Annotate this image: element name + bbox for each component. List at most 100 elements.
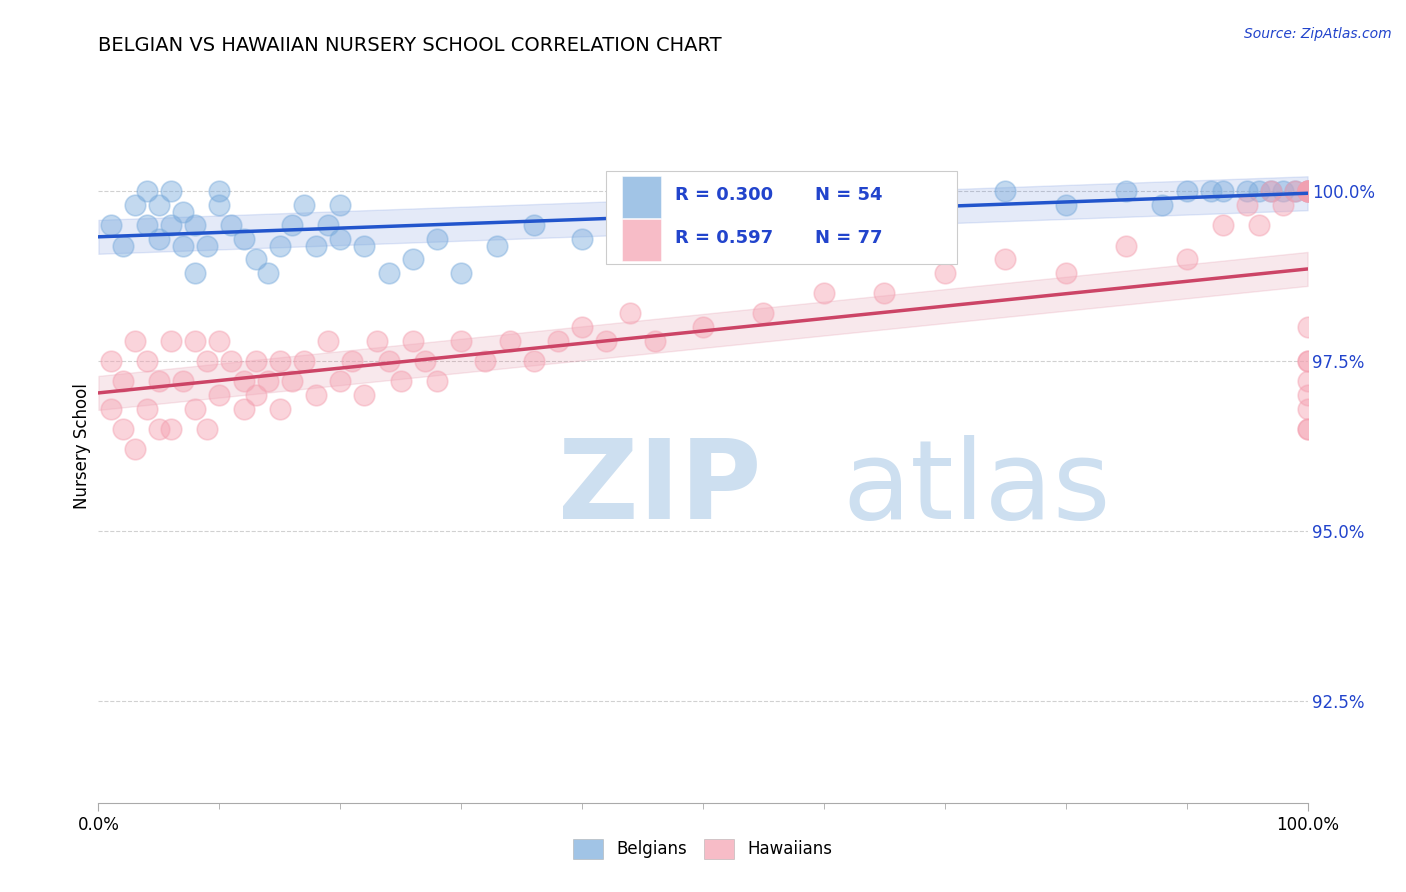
Text: R = 0.597: R = 0.597 [675,229,773,247]
Point [1296,184,1319,198]
Point [1212,184,1234,198]
Point [281,218,304,232]
Text: BELGIAN VS HAWAIIAN NURSERY SCHOOL CORRELATION CHART: BELGIAN VS HAWAIIAN NURSERY SCHOOL CORRE… [98,36,723,54]
Point [292,198,315,212]
Point [1272,198,1295,212]
Point [245,354,267,368]
Point [292,354,315,368]
Point [523,354,546,368]
Point [135,218,157,232]
Point [1236,198,1258,212]
Point [377,354,399,368]
Point [135,184,157,198]
Point [111,422,134,436]
Point [353,238,375,252]
Point [1115,184,1137,198]
Point [160,334,183,348]
Point [124,442,146,457]
Point [692,198,714,212]
Point [1296,354,1319,368]
Point [1296,401,1319,416]
Point [873,286,896,301]
Point [342,354,364,368]
Point [135,401,157,416]
Point [353,388,375,402]
Point [1296,184,1319,198]
Y-axis label: Nursery School: Nursery School [73,383,91,509]
Text: Source: ZipAtlas.com: Source: ZipAtlas.com [1244,27,1392,41]
Point [1284,184,1306,198]
Point [184,266,207,280]
Point [1296,184,1319,198]
Point [172,204,194,219]
Point [221,354,243,368]
Point [1249,218,1271,232]
Point [160,422,183,436]
Point [329,375,352,389]
Point [1296,184,1319,198]
Point [571,232,593,246]
Point [366,334,388,348]
Point [1054,266,1077,280]
Point [474,354,496,368]
Point [195,422,218,436]
Point [148,232,170,246]
Legend: Belgians, Hawaiians: Belgians, Hawaiians [567,832,839,866]
Point [1249,184,1271,198]
Point [1212,218,1234,232]
Point [184,401,207,416]
Point [813,198,835,212]
Text: N = 77: N = 77 [815,229,883,247]
Point [148,198,170,212]
Point [184,218,207,232]
Point [124,198,146,212]
Point [934,198,956,212]
Point [245,388,267,402]
Point [1260,184,1282,198]
Point [1284,184,1306,198]
Point [172,238,194,252]
Point [377,266,399,280]
Point [124,334,146,348]
Point [305,238,328,252]
FancyBboxPatch shape [621,176,661,218]
Point [994,252,1017,266]
Point [1296,422,1319,436]
Point [523,218,546,232]
Point [160,184,183,198]
Point [1296,422,1319,436]
Point [498,334,520,348]
Point [873,184,896,198]
Point [1152,198,1174,212]
Point [160,218,183,232]
Point [402,252,425,266]
Point [1296,184,1319,198]
Point [256,375,278,389]
Point [571,320,593,334]
Point [208,198,231,212]
Point [752,306,775,320]
Point [402,334,425,348]
Point [221,218,243,232]
Point [994,184,1017,198]
Point [148,375,170,389]
Point [329,198,352,212]
Point [644,334,666,348]
Point [486,238,509,252]
Text: atlas: atlas [842,435,1111,542]
Point [450,266,472,280]
Point [111,238,134,252]
Point [1296,354,1319,368]
Point [172,375,194,389]
Point [1296,388,1319,402]
Point [619,306,641,320]
Point [232,232,254,246]
Point [631,218,654,232]
Point [1296,375,1319,389]
Point [195,354,218,368]
Text: N = 54: N = 54 [815,186,883,204]
Point [316,218,339,232]
Point [281,375,304,389]
Point [1115,238,1137,252]
Point [1260,184,1282,198]
